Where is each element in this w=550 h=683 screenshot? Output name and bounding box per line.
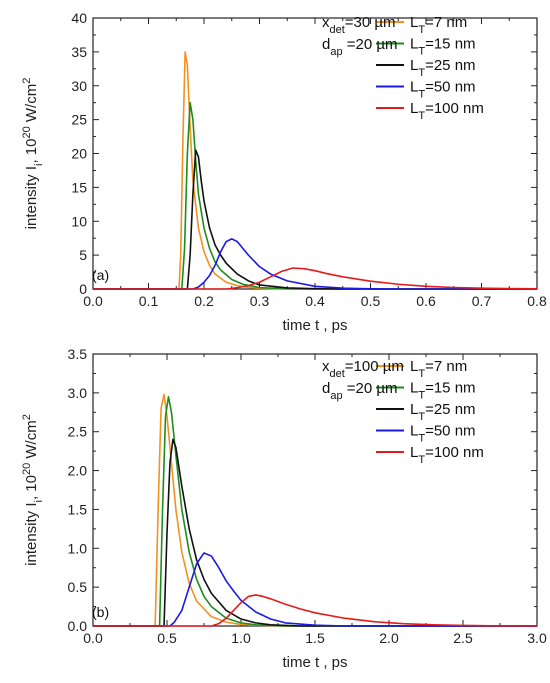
legend-entry: LT=50 nm [410, 79, 476, 101]
x-axis-label: time t , ps [282, 654, 347, 671]
annotation-1: xdet=100 µm [322, 358, 404, 380]
legend-entry: LT=15 nm [410, 380, 476, 402]
chart-panel-2: 0.0 0.5 1.0 1.5 2.0 2.5 3.0 0.0 0.5 1.0 1.5 2.0 2.5 3… [21, 346, 547, 671]
x-axis-label: time t , ps [282, 317, 347, 334]
series-line-5 [93, 267, 538, 290]
legend-entry: LT=25 nm [410, 401, 476, 423]
legend-entry: LT=7 nm [410, 358, 467, 380]
y-tick-label: 0 [79, 281, 87, 297]
legend-entry: LT=7 nm [410, 14, 467, 36]
panel-label: (a) [92, 267, 109, 283]
y-tick-label: 35 [71, 44, 87, 60]
y-tick-label: 15 [71, 179, 87, 195]
legend-entry: LT=50 nm [410, 423, 476, 445]
series-line-4 [93, 238, 537, 290]
series-line-4 [93, 552, 537, 627]
x-tick-label: 0.6 [416, 293, 436, 309]
legend-entry: LT=100 nm [410, 100, 484, 122]
chart-panel-1: 0.0 0.1 0.2 0.3 0.4 0.5 0.6 0.7 0.8 0 5 10 15 20 25 30 3… [21, 10, 547, 334]
y-tick-label: 2.0 [68, 463, 88, 479]
y-tick-label: 3.0 [68, 385, 88, 401]
y-tick-label: 20 [71, 146, 87, 162]
y-tick-label: 25 [71, 112, 87, 128]
x-tick-label: 0.7 [472, 293, 492, 309]
x-tick-label: 0.4 [305, 293, 325, 309]
x-tick-label: 0.5 [361, 293, 381, 309]
y-tick-label: 40 [71, 10, 87, 26]
annotation-2: dap =20 µm [322, 36, 398, 58]
x-tick-label: 2.5 [453, 630, 473, 646]
series-line-1 [93, 393, 537, 627]
x-tick-label: 0.8 [527, 293, 547, 309]
x-tick-label: 0.0 [83, 630, 103, 646]
y-tick-label: 10 [71, 213, 87, 229]
panel-label: (b) [92, 604, 109, 620]
series-line-1 [93, 51, 537, 290]
x-tick-label: 0.0 [83, 293, 103, 309]
x-tick-label: 3.0 [527, 630, 547, 646]
y-tick-label: 3.5 [68, 346, 88, 362]
x-tick-label: 0.1 [139, 293, 159, 309]
series-line-5 [93, 594, 538, 627]
series-line-2 [93, 101, 537, 290]
x-tick-label: 0.2 [194, 293, 214, 309]
y-tick-label: 1.5 [68, 501, 88, 517]
annotation-2: dap =20 µm [322, 380, 398, 402]
y-tick-label: 5 [79, 247, 87, 263]
x-tick-label: 0.5 [157, 630, 177, 646]
x-tick-label: 2.0 [379, 630, 399, 646]
series-line-3 [93, 438, 537, 627]
y-tick-label: 30 [71, 78, 87, 94]
series-line-3 [93, 149, 537, 290]
y-tick-label: 1.0 [68, 540, 88, 556]
legend-entry: LT=15 nm [410, 36, 476, 58]
x-tick-label: 1.0 [231, 630, 251, 646]
series-line-2 [93, 395, 537, 627]
y-tick-label: 0.5 [68, 579, 88, 595]
y-axis-label: intensity Ii, 1020 W/cm2 [21, 78, 45, 230]
legend-entry: LT=25 nm [410, 57, 476, 79]
y-axis-label: intensity Ii, 1020 W/cm2 [21, 414, 45, 566]
x-tick-label: 0.3 [250, 293, 270, 309]
x-tick-label: 1.5 [305, 630, 325, 646]
y-tick-label: 2.5 [68, 424, 88, 440]
legend-entry: LT=100 nm [410, 444, 484, 466]
annotation-1: xdet=30 µm [322, 14, 396, 36]
y-tick-label: 0.0 [68, 618, 88, 634]
